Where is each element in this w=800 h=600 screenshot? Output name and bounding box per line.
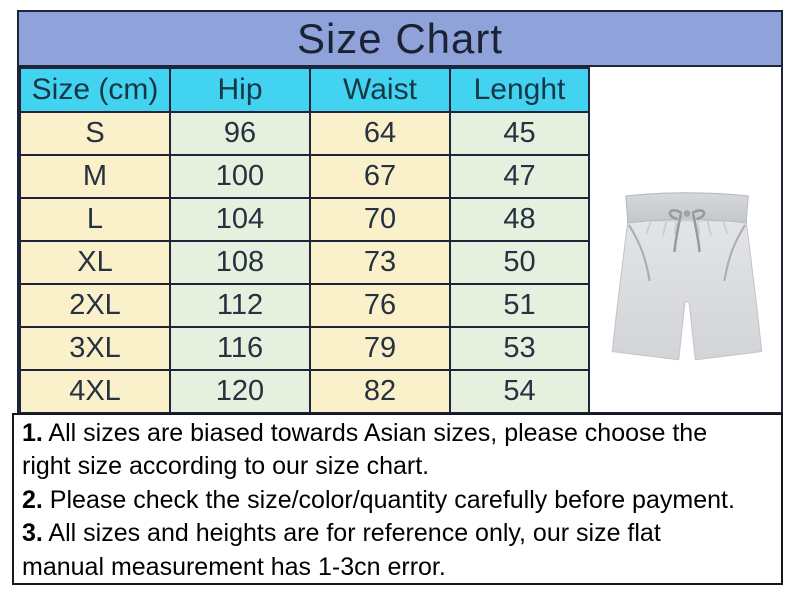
hip-cell: 96 (169, 111, 311, 156)
column-header-hip: Hip (169, 67, 311, 113)
size-cell: 3XL (19, 326, 171, 371)
column-header-size: Size (cm) (19, 67, 171, 113)
hip-cell: 104 (169, 197, 311, 242)
waist-cell: 64 (309, 111, 451, 156)
size-chart-panel: Size Chart Size (cm) Hip Waist Lenght S … (17, 10, 783, 414)
note-line: 2. Please check the size/color/quantity … (22, 484, 773, 517)
waist-cell: 79 (309, 326, 451, 371)
notes-box: 1. All sizes are biased towards Asian si… (12, 413, 783, 585)
hip-cell: 100 (169, 154, 311, 199)
note-number: 1. (22, 419, 43, 447)
note-text: Please check the size/color/quantity car… (42, 485, 735, 514)
note-text: All sizes and heights are for reference … (42, 519, 661, 548)
length-cell: 54 (449, 369, 590, 414)
hip-cell: 116 (169, 326, 311, 371)
waist-cell: 82 (309, 369, 451, 414)
note-line: manual measurement has 1-3cn error. (22, 551, 773, 584)
note-line: right size according to our size chart. (22, 450, 773, 483)
note-line: 1. All sizes are biased towards Asian si… (22, 417, 773, 450)
table-row: 2XL 112 76 51 (19, 283, 590, 328)
hip-cell: 108 (169, 240, 311, 285)
note-line: 3. All sizes and heights are for referen… (22, 517, 773, 550)
note-number: 2. (22, 485, 43, 514)
size-table: Size (cm) Hip Waist Lenght S 96 64 45 M (19, 67, 590, 414)
hip-cell: 112 (169, 283, 311, 328)
hip-cell: 120 (169, 369, 311, 414)
length-cell: 47 (449, 154, 590, 199)
gray-shorts-image (611, 192, 763, 361)
size-cell: L (19, 197, 171, 242)
length-cell: 48 (449, 197, 590, 242)
length-cell: 53 (449, 326, 590, 371)
waist-cell: 73 (309, 240, 451, 285)
length-cell: 50 (449, 240, 590, 285)
product-photo-area (590, 67, 781, 412)
table-header-row: Size (cm) Hip Waist Lenght (19, 67, 590, 113)
size-cell: 2XL (19, 283, 171, 328)
length-cell: 45 (449, 111, 590, 156)
size-cell: M (19, 154, 171, 199)
table-row: L 104 70 48 (19, 197, 590, 242)
waist-cell: 70 (309, 197, 451, 242)
length-cell: 51 (449, 283, 590, 328)
note-text: manual measurement has 1-3cn error. (22, 552, 446, 581)
note-text: All sizes are biased towards Asian sizes… (42, 419, 708, 447)
waist-cell: 76 (309, 283, 451, 328)
size-cell: XL (19, 240, 171, 285)
table-row: S 96 64 45 (19, 111, 590, 156)
size-cell: 4XL (19, 369, 171, 414)
waist-cell: 67 (309, 154, 451, 199)
size-cell: S (19, 111, 171, 156)
table-row: 3XL 116 79 53 (19, 326, 590, 371)
note-number: 3. (22, 519, 43, 548)
table-row: XL 108 73 50 (19, 240, 590, 285)
note-text: right size according to our size chart. (22, 452, 430, 481)
column-header-length: Lenght (449, 67, 590, 113)
page-title: Size Chart (19, 12, 781, 67)
column-header-waist: Waist (309, 67, 451, 113)
table-row: 4XL 120 82 54 (19, 369, 590, 414)
table-row: M 100 67 47 (19, 154, 590, 199)
content-row: Size (cm) Hip Waist Lenght S 96 64 45 M (19, 67, 781, 414)
